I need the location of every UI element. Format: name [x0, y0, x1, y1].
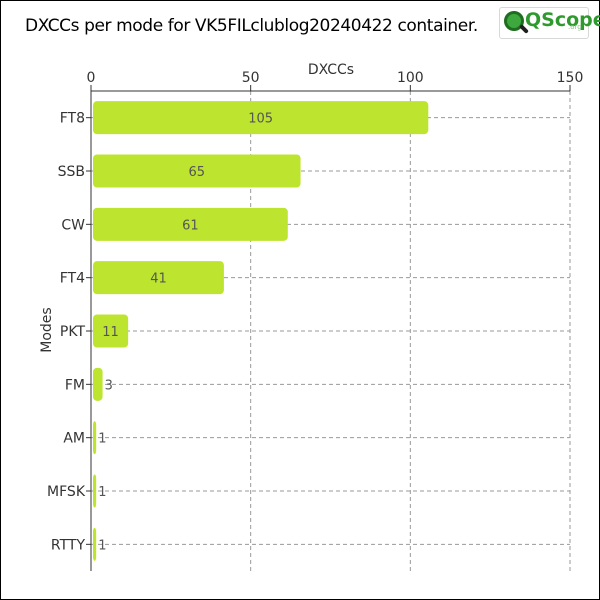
bar-value-label: 41 — [150, 272, 167, 287]
bar-value-label: 3 — [105, 378, 113, 393]
bar-rtty[interactable] — [93, 527, 97, 561]
qscope-logo[interactable]: QScope .org — [499, 7, 600, 39]
axes: 0 50 100 150 FT8 SSB CW FT4 PKT FM AM MFSK RTTY — [47, 70, 583, 571]
bar-value-label: 11 — [102, 325, 119, 340]
bar-ft4[interactable] — [93, 261, 224, 295]
bar-value-label: 1 — [98, 538, 106, 553]
y-axis-label: Modes — [39, 307, 55, 352]
y-tick-label: SSB — [58, 164, 85, 180]
y-tick-label: FT4 — [60, 271, 85, 287]
x-tick-label: 0 — [87, 70, 96, 86]
x-axis-label: DXCCs — [308, 62, 354, 78]
magnifier-icon — [504, 11, 524, 31]
y-tick-label: MFSK — [47, 484, 86, 500]
bar-value-label: 1 — [98, 485, 106, 500]
bar-pkt[interactable] — [93, 314, 129, 348]
bar-value-label: 105 — [248, 112, 273, 127]
logo-tld: .org — [568, 23, 582, 31]
bar-fm[interactable] — [93, 367, 103, 401]
bar-am[interactable] — [93, 421, 97, 455]
y-tick-label: FT8 — [60, 111, 85, 127]
y-tick-label: PKT — [60, 324, 86, 340]
bar-mfsk[interactable] — [93, 474, 97, 508]
chart-title: DXCCs per mode for VK5FILclublog20240422… — [25, 16, 478, 36]
logo-text: QScope — [525, 9, 600, 31]
x-tick-label: 50 — [242, 70, 260, 86]
bar-value-label: 61 — [182, 218, 199, 233]
bar-value-label: 65 — [189, 165, 206, 180]
y-tick-label: AM — [63, 431, 85, 447]
y-tick-label: CW — [61, 217, 85, 233]
bar-value-label: 1 — [98, 432, 106, 447]
x-tick-label: 150 — [557, 70, 584, 86]
y-tick-label: RTTY — [51, 537, 86, 553]
y-tick-label: FM — [65, 377, 85, 393]
bar-ft8[interactable] — [93, 101, 429, 135]
bar-cw[interactable] — [93, 207, 288, 241]
bar-ssb[interactable] — [93, 154, 301, 188]
x-tick-label: 100 — [397, 70, 424, 86]
